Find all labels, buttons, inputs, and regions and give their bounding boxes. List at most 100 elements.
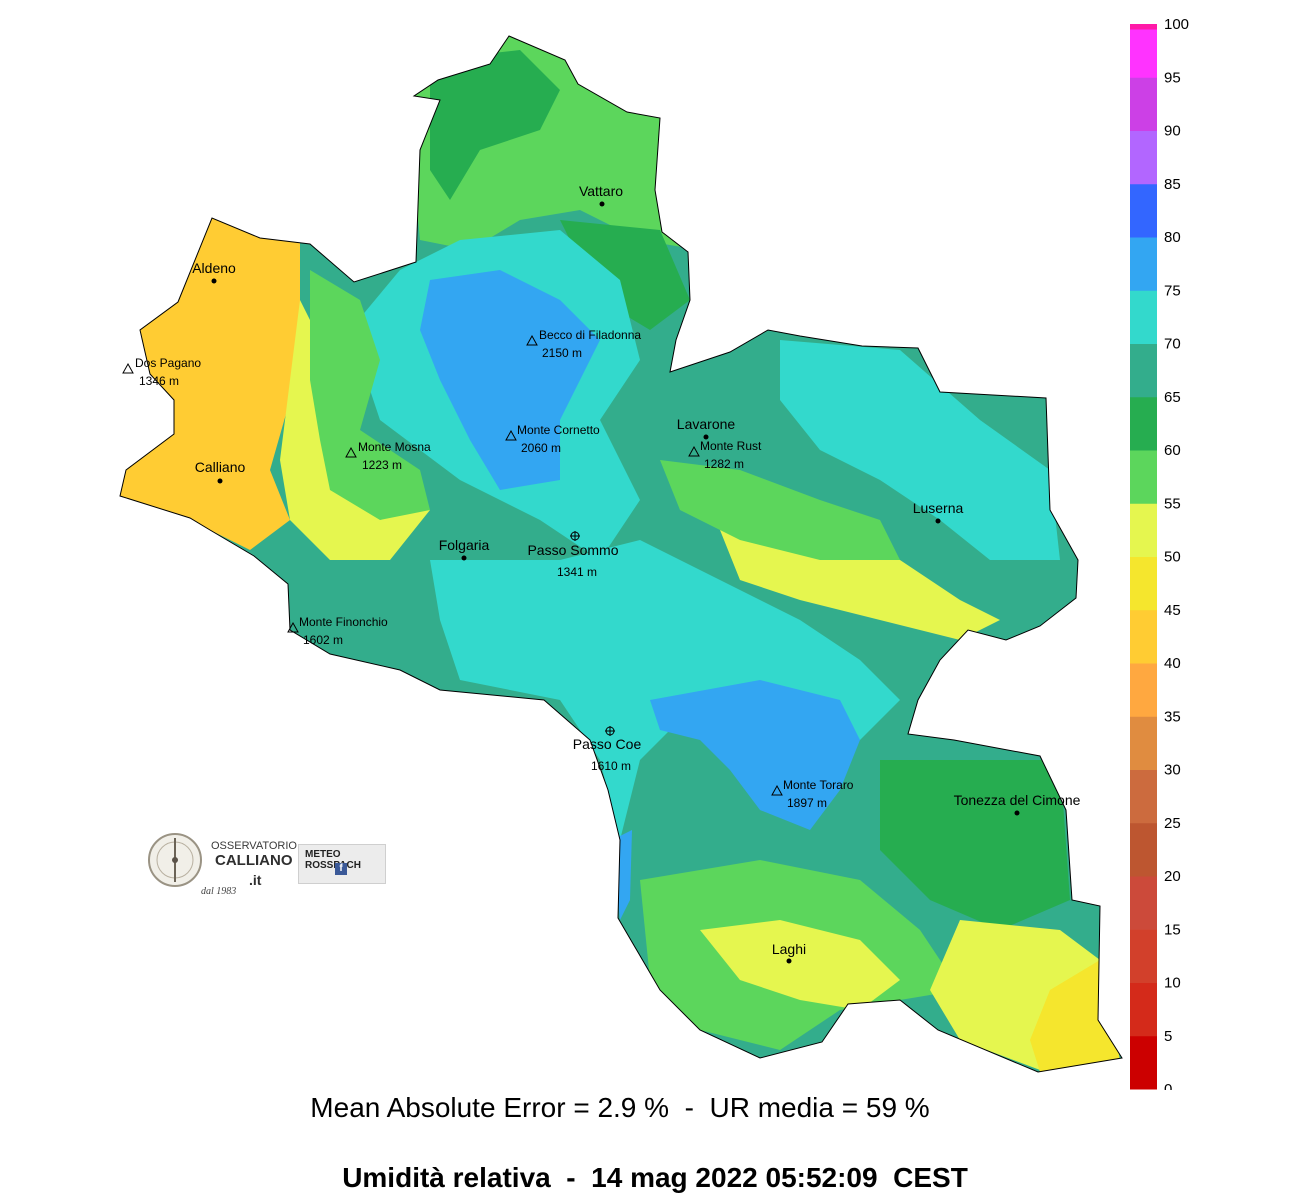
legend-band-55-60 — [1130, 450, 1157, 504]
zone-central-teal — [430, 540, 900, 840]
pass-sommo[interactable]: Passo Sommo 1341 m — [527, 531, 619, 579]
peak-name: Monte Toraro — [783, 778, 854, 792]
meteo-rosspach-logo[interactable]: METEO ROSSPACH f — [298, 844, 386, 884]
peak-elevation: 2150 m — [542, 346, 582, 360]
place-label: Laghi — [772, 941, 806, 957]
legend-tick-label: 40 — [1164, 655, 1181, 672]
peak-elevation: 1223 m — [362, 458, 402, 472]
legend-band-80-85 — [1130, 183, 1157, 238]
peak-triangle-icon — [526, 334, 538, 346]
place-lavarone[interactable]: Lavarone — [677, 416, 736, 440]
legend-tick-label: 5 — [1164, 1028, 1172, 1045]
place-laghi[interactable]: Laghi — [772, 941, 806, 964]
peak-elevation: 1282 m — [704, 457, 744, 471]
legend-tick-label: 95 — [1164, 69, 1181, 86]
zone-north-dark — [430, 50, 560, 200]
facebook-icon: f — [335, 863, 347, 875]
place-aldeno[interactable]: Aldeno — [192, 260, 236, 284]
peak-dos-pagano[interactable]: Dos Pagano 1346 m — [122, 356, 201, 388]
legend-band-30-35 — [1130, 716, 1157, 770]
zone-filadonna-blue — [420, 270, 600, 490]
peak-cornetto[interactable]: Monte Cornetto 2060 m — [505, 423, 600, 455]
place-dot — [1014, 810, 1020, 816]
pass-coe[interactable]: Passo Coe 1610 m — [573, 726, 642, 773]
place-luserna[interactable]: Luserna — [913, 500, 964, 524]
legend-band-75-80 — [1130, 237, 1157, 291]
pass-crosshair-icon — [570, 531, 580, 541]
peak-finonchio[interactable]: Monte Finonchio 1602 m — [287, 615, 388, 647]
peak-markers: Dos Pagano 1346 m Becco di Filadonna 215… — [122, 328, 854, 810]
legend-band-95-100 — [1130, 24, 1157, 78]
legend-band-0-5 — [1130, 1035, 1157, 1090]
pass-crosshair-icon — [605, 726, 615, 736]
peak-triangle-icon — [122, 362, 134, 374]
osservatorio-emblem-icon — [148, 833, 202, 887]
place-label: Tonezza del Cimone — [954, 792, 1081, 808]
legend-tick-label: 90 — [1164, 123, 1181, 140]
legend-band-50-55 — [1130, 503, 1157, 557]
legend-tick-label: 60 — [1164, 442, 1181, 459]
legend-band-65-70 — [1130, 343, 1157, 398]
legend-tick-label: 30 — [1164, 762, 1181, 779]
place-folgaria[interactable]: Folgaria — [439, 537, 490, 561]
stats-line: Mean Absolute Error = 2.9 % - UR media =… — [310, 1092, 930, 1123]
zone-south-dark — [880, 760, 1070, 930]
zone-southeast-yellow — [1030, 960, 1120, 1072]
peak-becco[interactable]: Becco di Filadonna 2150 m — [526, 328, 641, 360]
place-dot — [786, 958, 792, 964]
place-dot — [703, 434, 709, 440]
place-vattaro[interactable]: Vattaro — [579, 183, 623, 207]
peak-rust[interactable]: Monte Rust 1282 m — [688, 439, 762, 471]
peak-name: Dos Pagano — [135, 356, 201, 370]
legend-tick-label: 100 — [1164, 16, 1189, 33]
legend-band-70-75 — [1130, 290, 1157, 344]
peak-name: Becco di Filadonna — [539, 328, 641, 342]
peak-elevation: 1897 m — [787, 796, 827, 810]
peak-name: Monte Rust — [700, 439, 762, 453]
peak-elevation: 2060 m — [521, 441, 561, 455]
legend-band-60-65 — [1130, 396, 1157, 451]
zone-laghi-lime — [700, 920, 900, 1010]
legend-tick-label: 15 — [1164, 921, 1181, 938]
place-markers: Aldeno Calliano Vattaro Folgaria Lavaron… — [192, 183, 1081, 964]
legend-tick-label: 10 — [1164, 975, 1181, 992]
legend-band-45-50 — [1130, 556, 1157, 611]
region-outline — [119, 35, 1123, 1073]
legend-tick-label: 45 — [1164, 602, 1181, 619]
zone-west-yellow — [120, 210, 300, 550]
peak-mosna[interactable]: Monte Mosna 1223 m — [345, 440, 431, 472]
map-title: Umidità relativa - 14 mag 2022 05:52:09 … — [342, 1162, 968, 1193]
legend-tick-label: 50 — [1164, 549, 1181, 566]
legend-band-100-100 — [1130, 24, 1157, 30]
legend-tick-label: 75 — [1164, 282, 1181, 299]
place-dot — [935, 518, 941, 524]
legend-band-90-95 — [1130, 77, 1157, 131]
peak-elevation: 1602 m — [303, 633, 343, 647]
zone-lavarone-green — [660, 460, 900, 560]
legend-band-5-10 — [1130, 982, 1157, 1037]
osservatorio-calliano-logo[interactable]: OSSERVATORIO CALLIANO .it dal 1983 — [145, 822, 297, 902]
place-label: Lavarone — [677, 416, 736, 432]
legend-band-15-20 — [1130, 876, 1157, 930]
peak-triangle-icon — [345, 446, 357, 458]
peak-toraro[interactable]: Monte Toraro 1897 m — [771, 778, 854, 810]
peak-triangle-icon — [771, 784, 783, 796]
legend-tick-label: 85 — [1164, 176, 1181, 193]
place-dot — [461, 555, 467, 561]
zone-east-teal — [780, 340, 1060, 560]
place-tonezza[interactable]: Tonezza del Cimone — [954, 792, 1081, 816]
legend-tick-label: 70 — [1164, 336, 1181, 353]
legend-tick-label: 35 — [1164, 708, 1181, 725]
place-calliano[interactable]: Calliano — [195, 459, 246, 484]
legend-band-40-45 — [1130, 609, 1157, 664]
logo-since: dal 1983 — [201, 886, 237, 897]
color-legend: 0 5 10 15 20 25 30 35 40 45 50 55 60 65 70 75 80 85 90 95 10… — [1130, 16, 1189, 1090]
peak-triangle-icon — [688, 445, 700, 457]
peak-elevation: 1346 m — [139, 374, 179, 388]
logo-line-2: CALLIANO — [215, 852, 293, 869]
zone-lusern-valley — [720, 530, 1000, 640]
place-dot — [599, 201, 605, 207]
peak-name: Monte Cornetto — [517, 423, 600, 437]
humidity-field — [119, 35, 1123, 1073]
place-dot — [211, 278, 217, 284]
